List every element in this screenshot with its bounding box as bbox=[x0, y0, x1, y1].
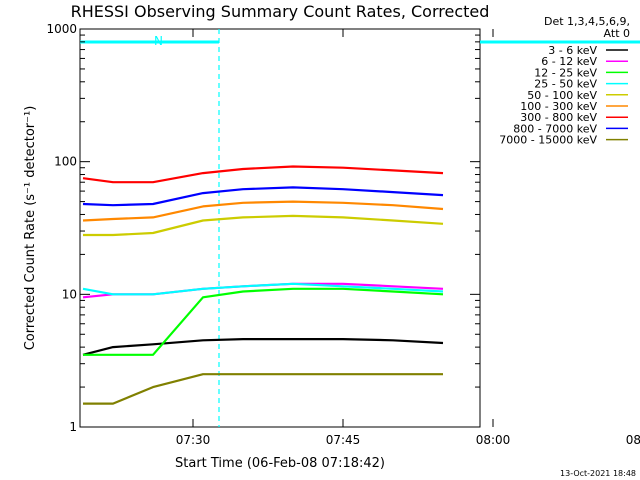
y-axis-label: Corrected Count Rate (s⁻¹ detector⁻¹) bbox=[23, 106, 38, 351]
y-tick-label-0: 1 bbox=[69, 420, 77, 434]
x-axis-label: Start Time (06-Feb-08 07:18:42) bbox=[175, 456, 385, 471]
chart-title: RHESSI Observing Summary Count Rates, Co… bbox=[71, 2, 490, 21]
legend-label-6: 300 - 800 keV bbox=[520, 111, 597, 124]
legend-label-3: 25 - 50 keV bbox=[534, 78, 597, 91]
legend-label-4: 50 - 100 keV bbox=[527, 89, 597, 102]
series-line-5 bbox=[82, 200, 444, 222]
x-tick-label-2: 08:00 bbox=[476, 433, 511, 447]
night-interval-markers bbox=[80, 29, 640, 427]
y-tick-label-1: 10 bbox=[62, 287, 77, 301]
legend-label-8: 7000 - 15000 keV bbox=[499, 134, 597, 147]
footer-timestamp: 13-Oct-2021 18:48 bbox=[560, 469, 636, 478]
x-tick-label-3: 08:15 bbox=[626, 433, 640, 447]
legend-label-7: 800 - 7000 keV bbox=[513, 122, 597, 135]
series-line-8 bbox=[83, 373, 443, 405]
y-tick-label-3: 1000 bbox=[46, 22, 77, 36]
series-line-4 bbox=[83, 214, 444, 237]
x-tick-label-1: 07:45 bbox=[326, 433, 361, 447]
series-line-2 bbox=[83, 287, 444, 356]
series-line-3 bbox=[82, 282, 444, 296]
series-line-0 bbox=[82, 338, 444, 356]
night-annotation-n: N bbox=[154, 34, 163, 48]
legend-label-2: 12 - 25 keV bbox=[534, 66, 597, 79]
legend-label-1: 6 - 12 keV bbox=[541, 55, 597, 68]
legend-label-5: 100 - 300 keV bbox=[520, 100, 597, 113]
x-tick-label-0: 07:30 bbox=[176, 433, 211, 447]
series-line-6 bbox=[82, 165, 444, 184]
legend-label-0: 3 - 6 keV bbox=[548, 44, 597, 57]
legend-header-attenuator: Att 0 bbox=[604, 27, 630, 40]
series-line-7 bbox=[82, 186, 444, 207]
plot-frame bbox=[79, 28, 481, 428]
series-lines bbox=[82, 165, 444, 405]
y-tick-label-2: 100 bbox=[54, 155, 77, 169]
legend-header-detectors: Det 1,3,4,5,6,9, bbox=[544, 15, 630, 28]
